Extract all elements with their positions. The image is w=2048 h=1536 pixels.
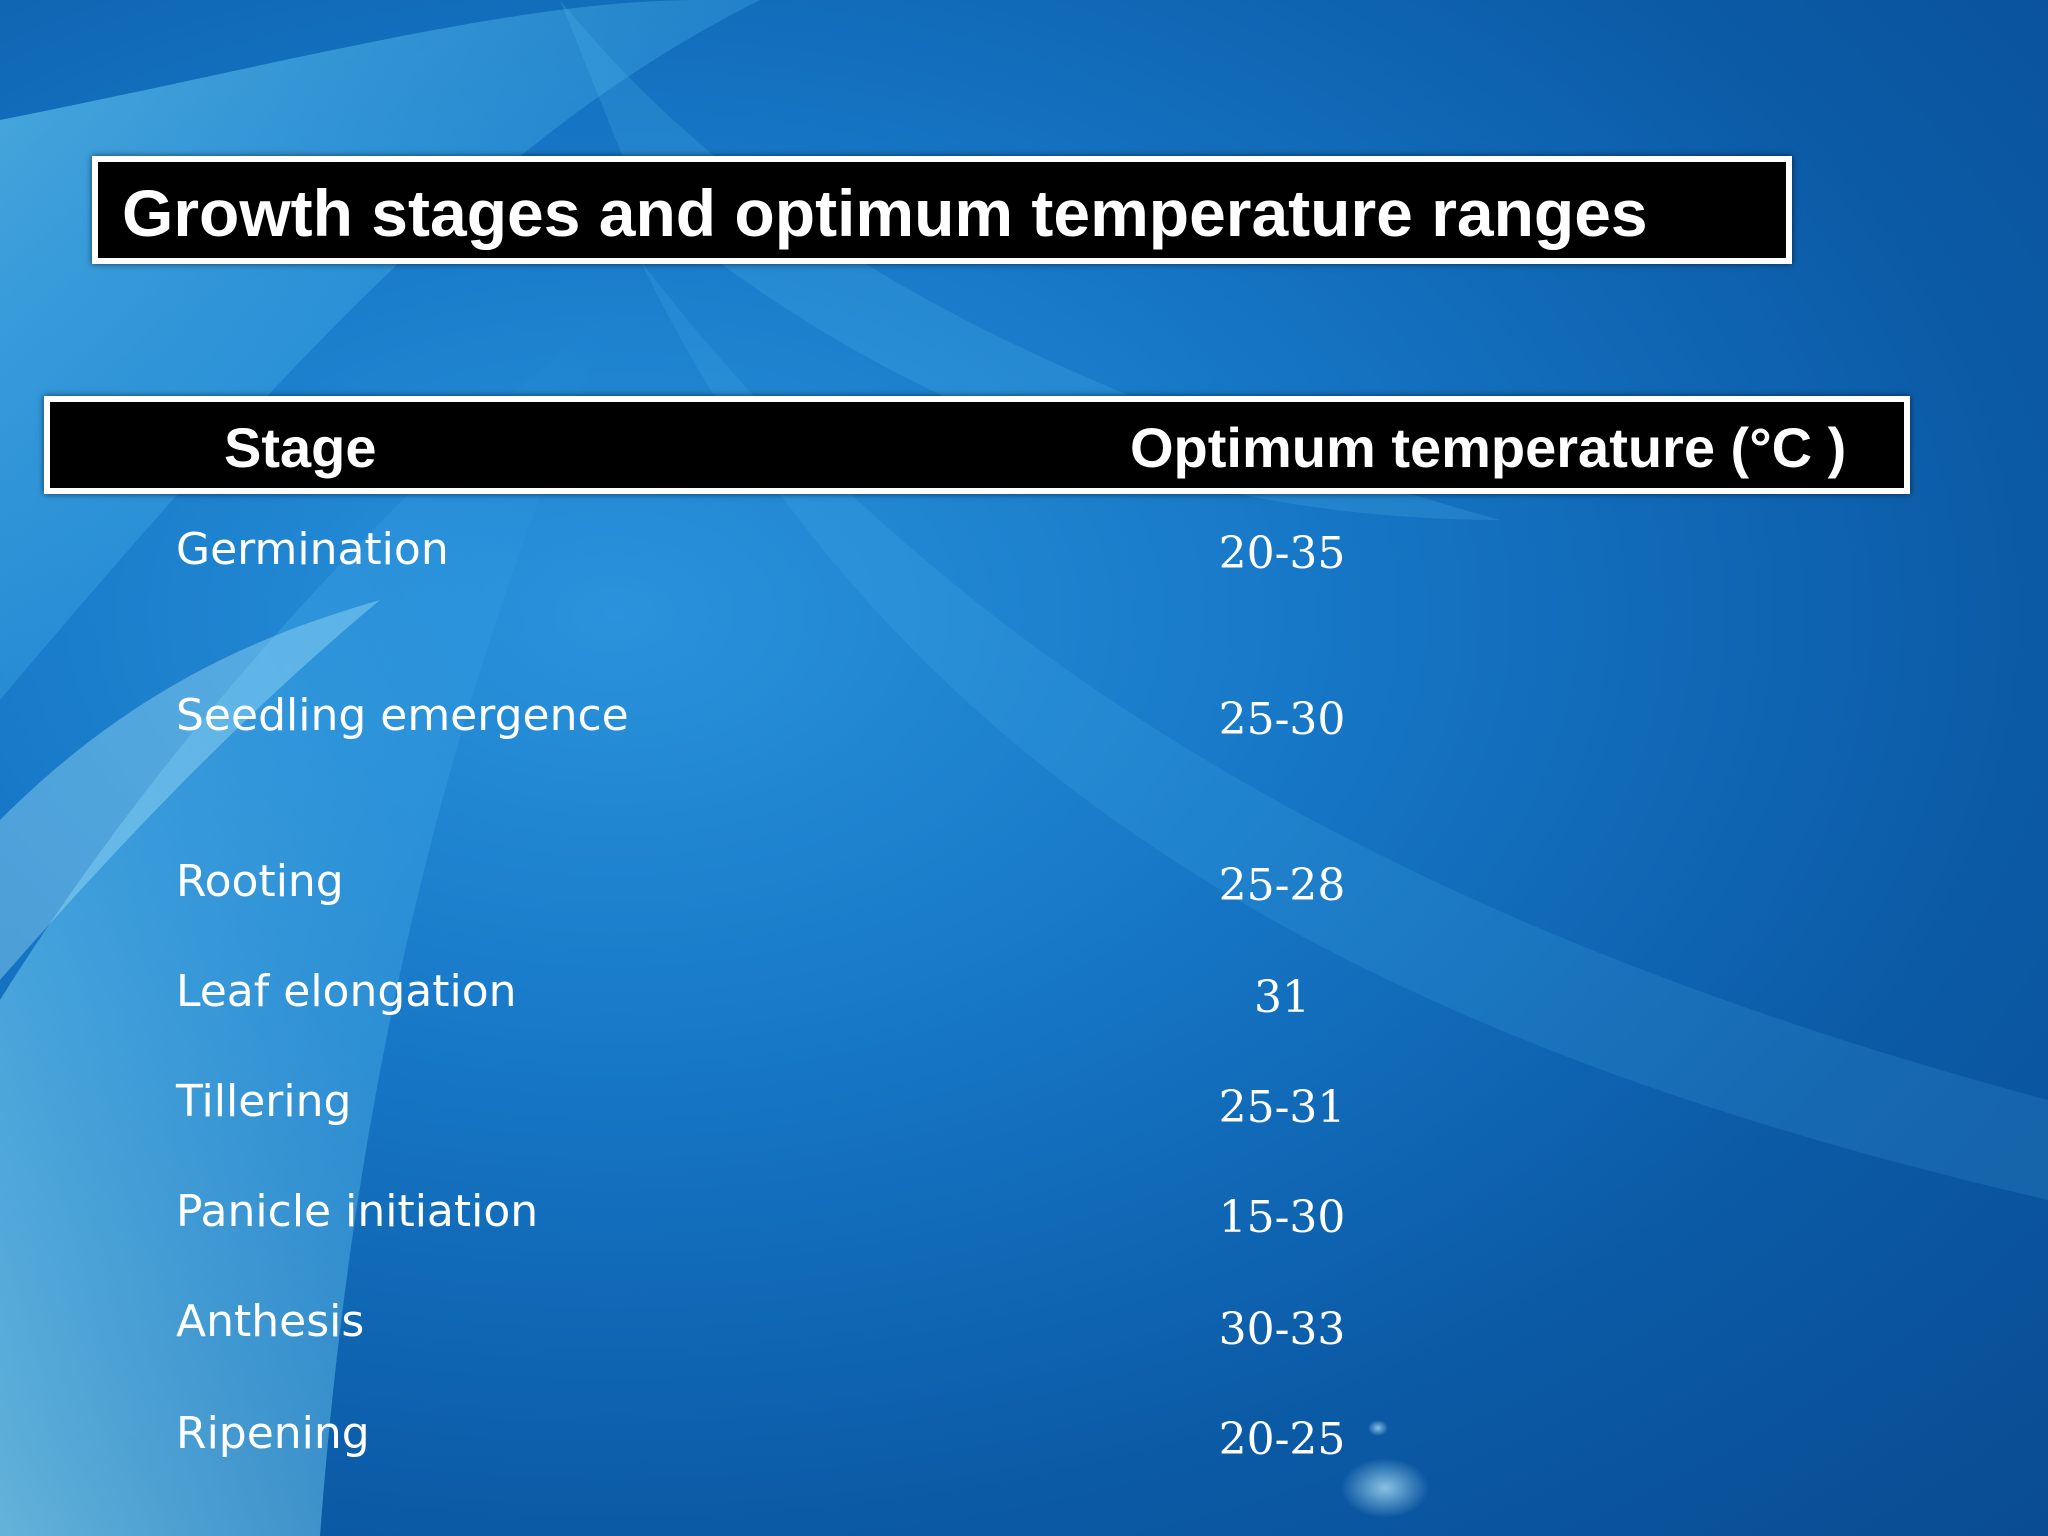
temperature-cell: 15-30 [1218, 1192, 1346, 1243]
stage-cell: Ripening [176, 1408, 370, 1459]
stage-cell: Germination [176, 524, 449, 575]
stage-cell: Leaf elongation [176, 966, 517, 1017]
temperature-cell: 31 [1254, 972, 1310, 1023]
temperature-cell: 30-33 [1218, 1304, 1346, 1355]
temperature-cell: 20-35 [1218, 528, 1346, 579]
stage-cell: Rooting [176, 856, 344, 907]
stage-cell: Tillering [176, 1076, 352, 1127]
column-header-stage: Stage [224, 416, 377, 479]
temperature-cell: 25-31 [1218, 1082, 1346, 1133]
slide-title: Growth stages and optimum temperature ra… [122, 176, 1648, 250]
stage-cell: Anthesis [176, 1296, 365, 1347]
column-header-temperature: Optimum temperature (°C ) [1130, 416, 1847, 479]
table-header-bar: Stage Optimum temperature (°C ) [44, 396, 1910, 494]
title-box: Growth stages and optimum temperature ra… [92, 156, 1792, 264]
temperature-cell: 25-28 [1218, 860, 1346, 911]
stage-cell: Seedling emergence [176, 690, 629, 741]
stage-cell: Panicle initiation [176, 1186, 539, 1237]
temperature-cell: 25-30 [1218, 694, 1346, 745]
temperature-cell: 20-25 [1218, 1414, 1346, 1465]
